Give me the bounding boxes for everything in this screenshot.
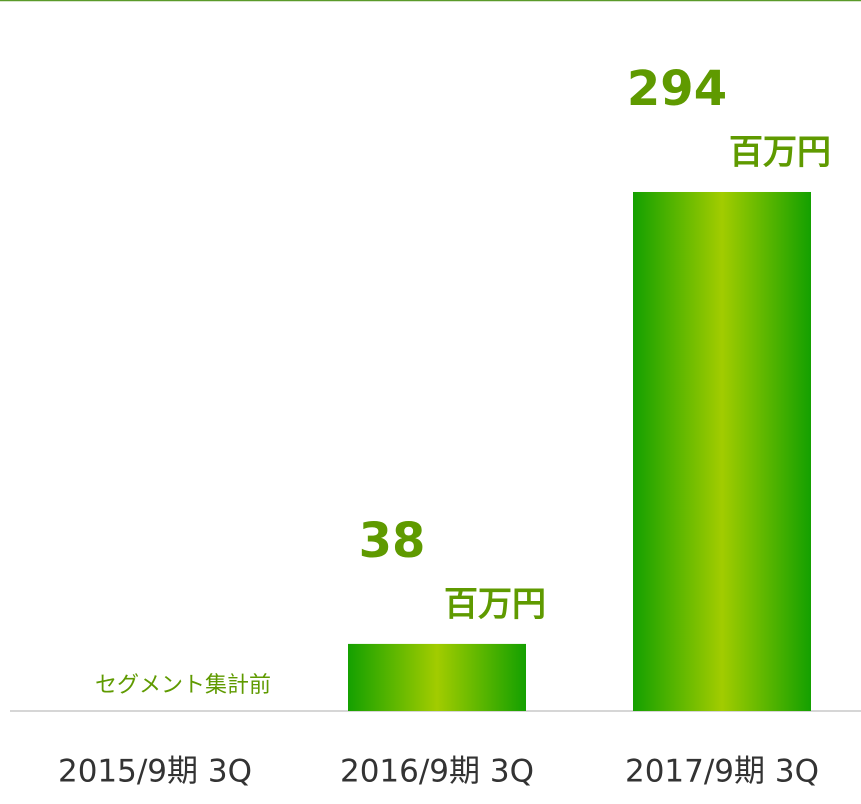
value-label: 294 <box>627 61 727 117</box>
value-label: 38 <box>359 513 426 569</box>
bar <box>633 191 811 711</box>
annotation: セグメント集計前 <box>95 673 271 698</box>
x-tick-label: 2017/9期 3Q <box>625 754 819 790</box>
bar <box>348 643 526 711</box>
x-tick-label: 2016/9期 3Q <box>340 754 534 790</box>
value-unit: 百万円 <box>444 584 546 624</box>
value-unit: 百万円 <box>729 132 831 172</box>
x-tick-label: 2015/9期 3Q <box>58 754 252 790</box>
